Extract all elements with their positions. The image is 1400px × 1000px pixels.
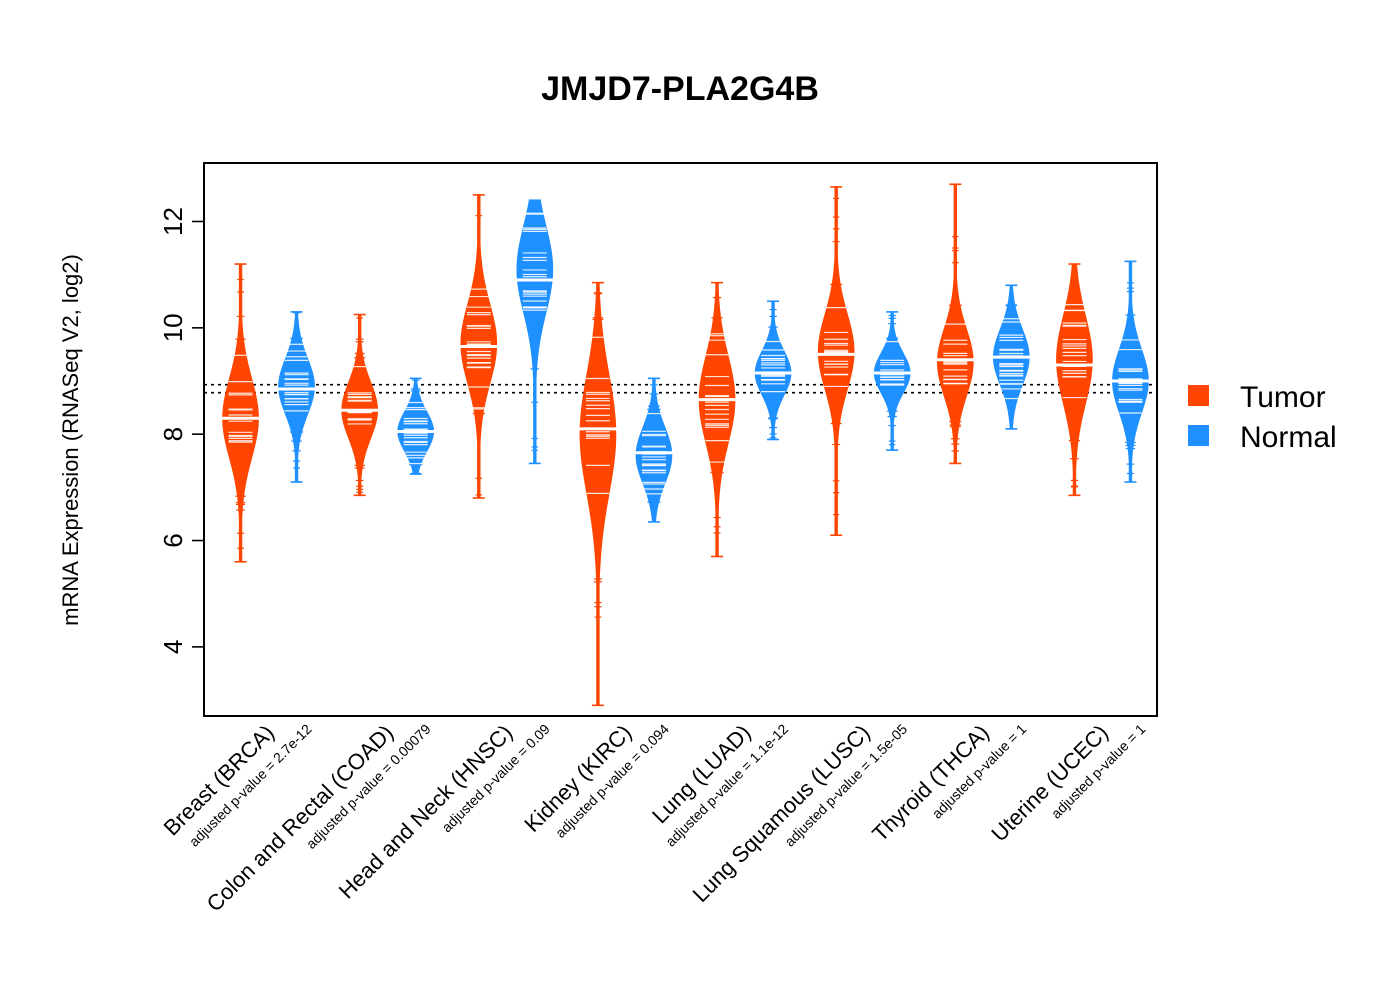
chart-title: JMJD7-PLA2G4B xyxy=(541,70,819,108)
bean-normal-thyroid-thca xyxy=(991,284,1032,430)
bean-tumor-lung-luad xyxy=(697,281,738,558)
legend-label-tumor: Tumor xyxy=(1240,381,1326,414)
bean-tumor-breast-brca xyxy=(220,263,261,563)
bean-shape xyxy=(1056,263,1093,496)
y-axis: 4 6 8 10 12 xyxy=(158,207,204,654)
bean-tumor-head-and-neck-hnsc xyxy=(458,194,499,499)
plot-area xyxy=(204,183,1157,707)
bean-shape xyxy=(278,311,315,483)
legend: Tumor Normal xyxy=(1188,381,1337,454)
bean-shape xyxy=(516,199,554,464)
bean-shape xyxy=(873,311,911,451)
y-tick-label-10: 10 xyxy=(158,313,188,342)
plot-frame xyxy=(203,162,1158,717)
y-axis-label: mRNA Expression (RNASeq V2, log2) xyxy=(58,254,83,626)
bean-tumor-thyroid-thca xyxy=(935,183,976,465)
y-tick-label-8: 8 xyxy=(158,427,188,441)
y-tick-label-6: 6 xyxy=(158,533,188,547)
bean-normal-kidney-kirc xyxy=(633,377,674,523)
x-axis-labels: Breast (BRCA)adjusted p-value = 2.7e-12C… xyxy=(159,720,1149,917)
bean-shape xyxy=(222,263,259,563)
bean-normal-head-and-neck-hnsc xyxy=(514,199,555,465)
y-tick-label-12: 12 xyxy=(158,207,188,236)
legend-swatch-normal xyxy=(1188,425,1209,446)
bean-normal-colon-and-rectal-coad xyxy=(395,377,436,475)
bean-tumor-kidney-kirc xyxy=(577,281,618,707)
bean-tumor-lung-squamous-lusc xyxy=(816,186,857,537)
bean-normal-lung-luad xyxy=(753,300,794,441)
bean-normal-lung-squamous-lusc xyxy=(872,311,913,451)
bean-tumor-colon-and-rectal-coad xyxy=(339,313,380,497)
legend-label-normal: Normal xyxy=(1240,421,1337,454)
bean-shape xyxy=(635,377,673,523)
bean-normal-breast-brca xyxy=(276,311,317,483)
bean-shape xyxy=(579,282,617,706)
bean-tumor-uterine-ucec xyxy=(1054,263,1095,497)
bean-normal-uterine-ucec xyxy=(1110,260,1151,483)
legend-swatch-tumor xyxy=(1188,385,1209,406)
y-tick-label-4: 4 xyxy=(158,640,188,654)
